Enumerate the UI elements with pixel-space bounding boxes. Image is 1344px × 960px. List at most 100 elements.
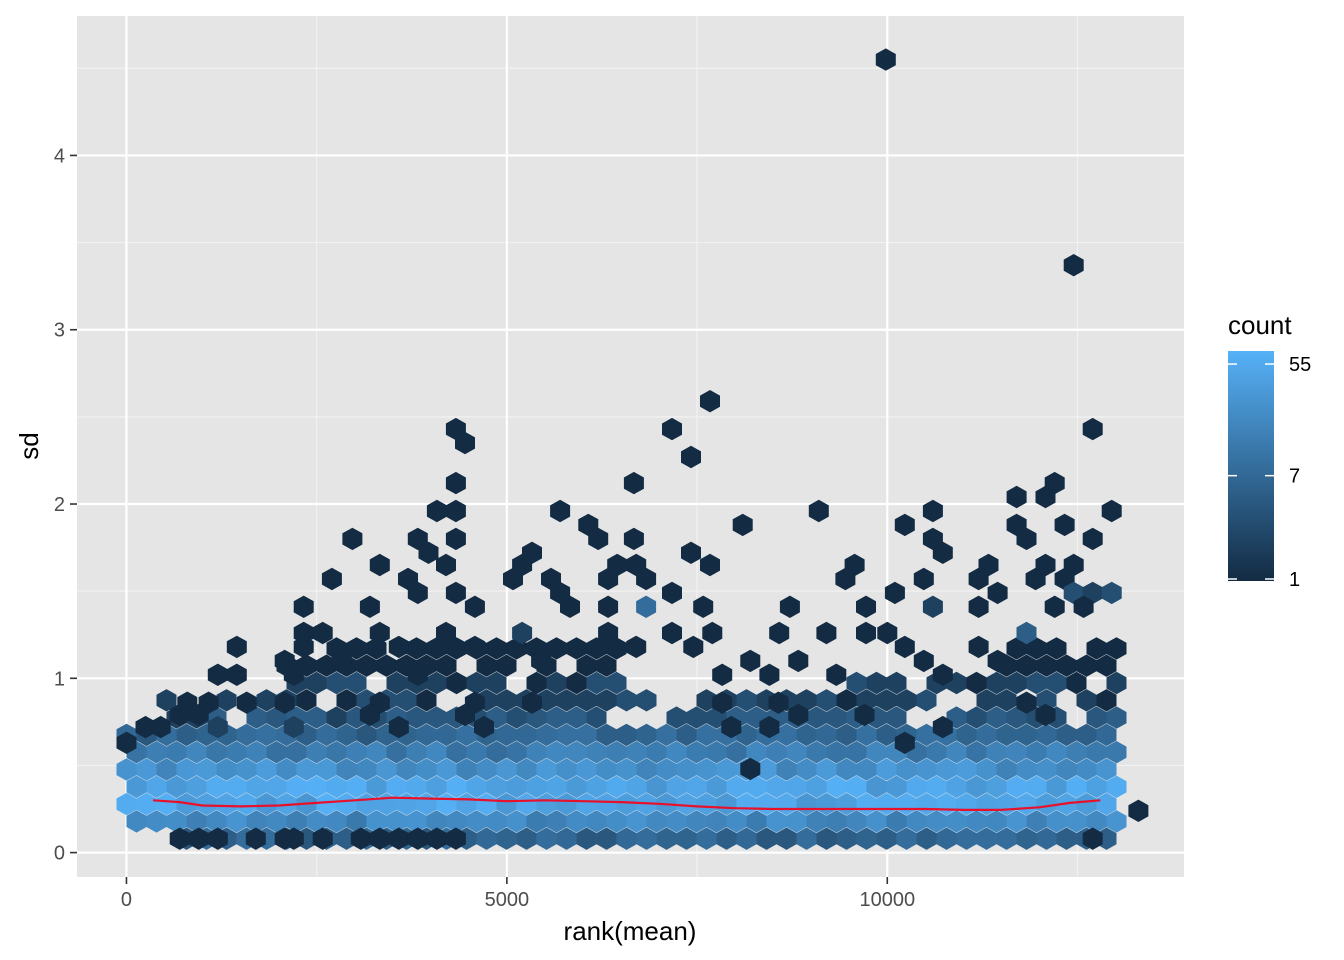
hex-cell <box>932 541 953 564</box>
hex-cell <box>606 637 627 660</box>
hex-cell <box>996 827 1017 850</box>
hex-cell <box>216 792 237 816</box>
hex-cell <box>1025 567 1046 591</box>
hex-cell <box>686 775 707 798</box>
hex-cell <box>560 595 580 618</box>
hex-cell <box>150 715 171 739</box>
hex-cell <box>826 810 847 833</box>
hex-cell <box>576 689 597 712</box>
hex-cell <box>916 827 937 850</box>
hex-cell <box>436 654 457 677</box>
hex-cell <box>516 792 537 816</box>
hex-cell <box>676 827 697 850</box>
hex-cell <box>1082 527 1103 551</box>
hex-cell <box>1036 723 1057 747</box>
hex-cell <box>1006 671 1027 695</box>
hex-cell <box>712 663 733 686</box>
hex-cell <box>246 706 267 729</box>
hex-cell <box>896 689 917 712</box>
hex-cell <box>716 758 737 781</box>
hex-cell <box>1036 654 1057 677</box>
x-tick-label: 10000 <box>859 889 915 911</box>
hex-cell <box>636 827 657 850</box>
hex-cell <box>626 775 647 798</box>
hex-cell <box>186 810 207 833</box>
hex-cell <box>283 715 304 739</box>
hex-cell <box>588 527 609 551</box>
hex-cell <box>196 758 217 781</box>
hex-cell <box>626 741 647 764</box>
hex-cell <box>916 723 937 747</box>
hex-cell <box>596 689 617 712</box>
hex-cell <box>596 654 617 677</box>
hex-cell <box>1016 527 1037 551</box>
hex-cell <box>1056 723 1077 747</box>
hex-cell <box>759 715 780 739</box>
hex-cell <box>616 723 637 747</box>
hex-cell <box>676 792 697 816</box>
hex-cell <box>176 758 197 781</box>
hex-cell <box>696 689 717 712</box>
hex-cell <box>1066 775 1087 798</box>
hex-cell <box>312 827 333 850</box>
hex-cell <box>466 671 487 695</box>
hex-cell <box>756 758 777 781</box>
hex-cell <box>936 758 957 781</box>
hex-cell <box>486 775 507 798</box>
hex-cell <box>455 703 475 727</box>
hex-cell <box>418 541 439 564</box>
hex-cell <box>721 715 742 739</box>
hex-cell <box>1106 810 1127 833</box>
hex-cell <box>526 775 547 798</box>
hex-cell <box>736 689 757 712</box>
hex-cell <box>346 637 367 660</box>
hex-cell <box>446 671 467 695</box>
hex-cell <box>536 792 557 816</box>
hex-cell <box>416 689 437 712</box>
hex-cell <box>666 706 687 729</box>
hex-cell <box>445 471 466 495</box>
hex-cell <box>207 827 228 850</box>
hex-cell <box>906 775 927 798</box>
hex-cell <box>666 775 687 798</box>
hex-cell <box>1076 723 1097 747</box>
hex-cell <box>350 827 371 850</box>
hex-cell <box>776 827 797 850</box>
hex-cell <box>286 775 307 798</box>
hex-cell <box>316 723 337 747</box>
hex-cell <box>616 758 637 781</box>
hex-cell <box>876 827 897 850</box>
hex-cell <box>976 723 997 747</box>
hex-cell <box>586 706 607 729</box>
hex-cell <box>1086 810 1107 833</box>
hex-cell <box>331 649 352 673</box>
hex-cell <box>445 827 466 850</box>
hex-cell <box>236 691 257 714</box>
hex-cell <box>1086 775 1107 798</box>
hex-cell <box>926 775 947 798</box>
hex-cell <box>966 775 987 798</box>
hex-cell <box>356 758 377 781</box>
hex-cell <box>996 723 1017 747</box>
hex-cell <box>326 810 347 833</box>
hex-cell <box>596 723 617 747</box>
hex-cell <box>956 827 977 850</box>
hex-cell <box>169 827 190 850</box>
hex-cell <box>456 758 477 781</box>
hex-cell <box>1101 499 1122 523</box>
hex-cell <box>207 715 228 739</box>
hex-cell <box>835 567 856 591</box>
hex-cell <box>806 810 827 833</box>
x-tick-label: 5000 <box>485 889 530 911</box>
hex-cell <box>732 513 753 537</box>
hex-cell <box>283 827 304 850</box>
hex-cell <box>576 654 597 677</box>
hex-cell <box>407 663 428 686</box>
hex-cell <box>306 741 327 764</box>
hex-cell <box>236 758 257 781</box>
hex-cell <box>1016 621 1037 645</box>
hex-cell <box>436 758 457 781</box>
hex-cell <box>806 775 827 798</box>
hex-cell <box>1082 417 1103 441</box>
hex-cell <box>496 827 517 850</box>
